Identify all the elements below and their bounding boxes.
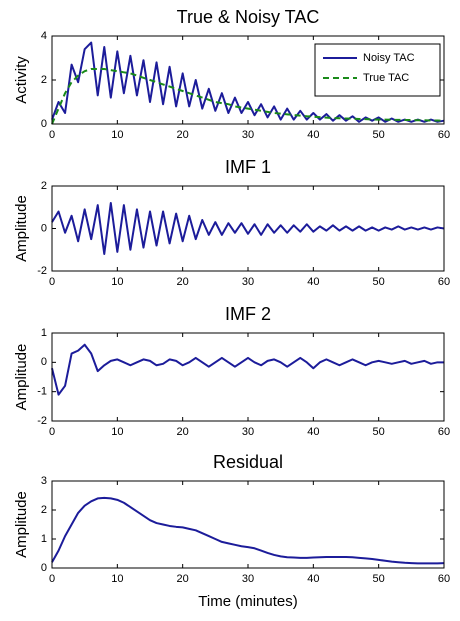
x-tick-label: 20 — [177, 129, 189, 141]
x-tick-label: 0 — [49, 426, 55, 438]
x-tick-label: 50 — [373, 573, 385, 585]
x-tick-label: 10 — [111, 276, 123, 288]
axes-frame — [51, 35, 445, 125]
plot-area — [52, 481, 444, 568]
y-tick-label: 0 — [41, 562, 47, 574]
x-tick-label: 40 — [307, 426, 319, 438]
chart-title: Residual — [213, 452, 283, 472]
x-tick-label: 60 — [438, 426, 450, 438]
legend-label: Noisy TAC — [363, 52, 415, 64]
series-line — [51, 68, 445, 125]
x-tick-label: 10 — [111, 426, 123, 438]
x-tick-label: 0 — [49, 129, 55, 141]
x-tick-label: 30 — [242, 276, 254, 288]
y-axis-label: Amplitude — [13, 344, 30, 411]
y-tick-label: -2 — [37, 265, 47, 277]
x-tick-label: 30 — [242, 129, 254, 141]
series-line — [51, 202, 445, 255]
y-tick-label: 2 — [41, 504, 47, 516]
x-tick-label: 50 — [373, 129, 385, 141]
x-tick-label: 20 — [177, 573, 189, 585]
y-axis-label: Amplitude — [13, 195, 30, 262]
x-tick-label: 20 — [177, 426, 189, 438]
y-tick-label: 0 — [41, 356, 47, 368]
axes-frame — [51, 480, 445, 569]
y-tick-label: -2 — [37, 415, 47, 427]
y-tick-label: 3 — [41, 475, 47, 487]
chart-title: True & Noisy TAC — [177, 7, 320, 27]
y-tick-label: 2 — [41, 180, 47, 192]
x-tick-label: 40 — [307, 129, 319, 141]
x-tick-label: 40 — [307, 573, 319, 585]
x-tick-label: 50 — [373, 276, 385, 288]
y-tick-label: -1 — [37, 386, 47, 398]
series-line — [51, 41, 445, 123]
axes-frame — [51, 332, 445, 422]
x-tick-label: 40 — [307, 276, 319, 288]
chart-title: IMF 2 — [225, 304, 271, 324]
axes-frame — [51, 185, 445, 272]
x-tick-label: 60 — [438, 129, 450, 141]
plot-area — [52, 186, 444, 271]
y-tick-label: 0 — [41, 118, 47, 130]
x-tick-label: 60 — [438, 276, 450, 288]
x-tick-label: 30 — [242, 573, 254, 585]
x-tick-label: 0 — [49, 573, 55, 585]
y-tick-label: 1 — [41, 533, 47, 545]
x-tick-label: 0 — [49, 276, 55, 288]
y-tick-label: 4 — [41, 30, 47, 42]
x-tick-label: 10 — [111, 573, 123, 585]
series-line — [51, 496, 445, 565]
x-tick-label: 10 — [111, 129, 123, 141]
legend-label: True TAC — [363, 72, 409, 84]
x-tick-label: 30 — [242, 426, 254, 438]
series-line — [51, 343, 444, 396]
x-axis-label: Time (minutes) — [198, 593, 297, 610]
plot-area — [52, 333, 444, 421]
legend-box — [314, 43, 441, 97]
x-tick-label: 20 — [177, 276, 189, 288]
chart-title: IMF 1 — [225, 157, 271, 177]
x-tick-label: 50 — [373, 426, 385, 438]
y-tick-label: 1 — [41, 327, 47, 339]
y-axis-label: Activity — [13, 56, 30, 104]
y-tick-label: 2 — [41, 74, 47, 86]
y-axis-label: Amplitude — [13, 491, 30, 558]
y-tick-label: 0 — [41, 222, 47, 234]
x-tick-label: 60 — [438, 573, 450, 585]
